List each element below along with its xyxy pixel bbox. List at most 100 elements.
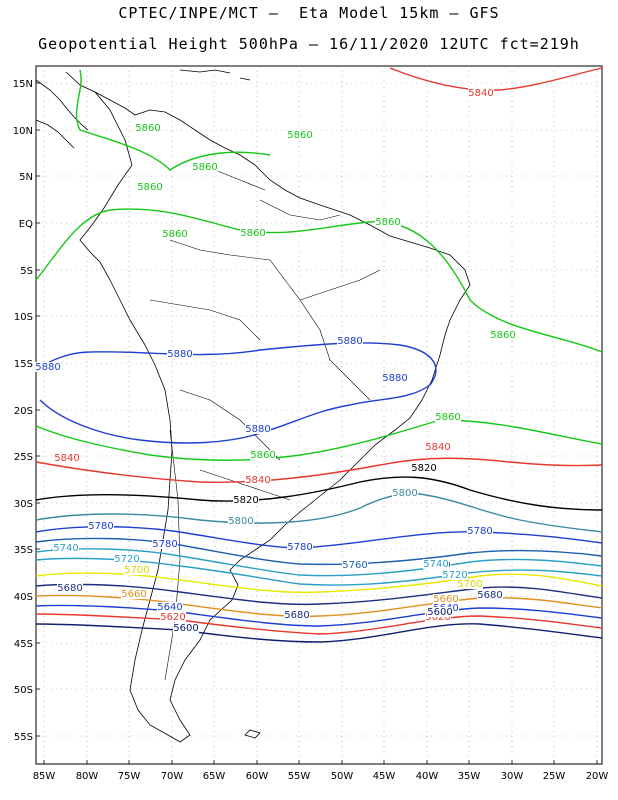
contour-label-bg: [124, 565, 150, 575]
contour-line: [75, 69, 271, 171]
lon-tick-label: 35W: [458, 771, 481, 782]
lon-tick-label: 45W: [373, 771, 396, 782]
contour-label-bg: [173, 623, 199, 633]
contour-line: [35, 537, 603, 566]
contour-label: 5880: [337, 336, 362, 347]
contour-label-bg: [411, 463, 437, 473]
lon-tick-label: 85W: [33, 771, 56, 782]
lat-tick-label: 5S: [20, 266, 33, 277]
contour-labels: 5840 5860 5860 5860 5860 5860 5860 5860 5860 5880…: [35, 88, 516, 634]
contour-label: 5860: [250, 450, 275, 461]
lon-tick-label: 40W: [416, 771, 439, 782]
lon-tick-label: 70W: [161, 771, 184, 782]
contour-label-bg: [245, 475, 271, 485]
lat-tick-label: 35S: [14, 545, 33, 556]
lat-tick-label: 5N: [19, 172, 33, 183]
contour-lines: [35, 67, 603, 643]
contour-line: [35, 208, 603, 353]
caribbean-islands: [179, 69, 251, 81]
falkland-islands: [244, 729, 261, 739]
contour-label: 5680: [477, 590, 502, 601]
contour-label-bg: [160, 612, 186, 622]
contour-label-bg: [435, 412, 461, 422]
contour-label-bg: [425, 442, 451, 452]
contour-label: 5880: [167, 349, 192, 360]
contour-label: 5860: [490, 330, 515, 341]
contour-label-bg: [287, 130, 313, 140]
contour-label-bg: [162, 229, 188, 239]
contour-label: 5860: [137, 182, 162, 193]
contour-label: 5860: [435, 412, 460, 423]
contour-label: 5860: [375, 217, 400, 228]
contour-label: 5840: [468, 88, 493, 99]
contour-label: 5620: [425, 612, 450, 623]
contour-label-bg: [490, 330, 516, 340]
contour-label: 5700: [457, 579, 482, 590]
contour-label: 5720: [114, 554, 139, 565]
central-america-coastline: [35, 79, 89, 131]
contour-label-bg: [342, 560, 368, 570]
contour-label-bg: [287, 542, 313, 552]
contour-label-bg: [467, 526, 493, 536]
contour-label-bg: [152, 539, 178, 549]
contour-label: 5780: [152, 539, 177, 550]
contour-line: [35, 583, 603, 606]
contour-label-bg: [192, 162, 218, 172]
contour-label-bg: [135, 123, 161, 133]
lat-tick-label: 25S: [14, 452, 33, 463]
contour-label: 5720: [442, 570, 467, 581]
contour-line: [35, 492, 603, 533]
lat-tick-label: 10S: [14, 312, 33, 323]
contour-label-bg: [57, 583, 83, 593]
contour-label-bg: [157, 602, 183, 612]
contour-label-bg: [468, 88, 494, 98]
lon-tick-label: 60W: [246, 771, 269, 782]
lat-tick-label: 10N: [13, 126, 33, 137]
contour-line: [389, 67, 603, 91]
contour-label: 5820: [233, 495, 258, 506]
contour-label-bg: [392, 488, 418, 498]
contour-label: 5840: [425, 442, 450, 453]
contour-label: 5740: [423, 559, 448, 570]
contour-label: 5860: [162, 229, 187, 240]
contour-label-bg: [423, 559, 449, 569]
lon-tick-label: 50W: [331, 771, 354, 782]
contour-label: 5840: [54, 453, 79, 464]
lat-tick-label: 30S: [14, 499, 33, 510]
lat-tick-label: EQ: [19, 219, 33, 230]
contour-label: 5660: [433, 594, 458, 605]
lat-tick-label: 15S: [14, 359, 33, 370]
contour-label-bg: [457, 579, 483, 589]
contour-label: 5740: [53, 543, 78, 554]
contour-label: 5700: [124, 565, 149, 576]
contour-label: 5680: [57, 583, 82, 594]
contour-label-bg: [114, 554, 140, 564]
contour-label-bg: [337, 336, 363, 346]
central-america-coastline-north: [35, 119, 75, 149]
contour-label: 5800: [228, 516, 253, 527]
lat-tick-label: 50S: [14, 685, 33, 696]
contour-label: 5780: [467, 526, 492, 537]
contour-line: [35, 342, 437, 444]
lat-tick-label: 45S: [14, 639, 33, 650]
contour-label-bg: [240, 228, 266, 238]
contour-label: 5660: [121, 589, 146, 600]
contour-line: [35, 613, 603, 635]
contour-label-bg: [382, 373, 408, 383]
contour-line: [35, 548, 603, 577]
contour-line: [35, 419, 603, 461]
lon-tick-label: 55W: [288, 771, 311, 782]
contour-label-bg: [121, 589, 147, 599]
contour-label: 5880: [35, 362, 60, 373]
contour-label: 5860: [287, 130, 312, 141]
contour-label-bg: [245, 424, 271, 434]
contour-line: [35, 457, 603, 483]
south-america-coastline: [65, 71, 471, 743]
lon-tick-label: 75W: [118, 771, 141, 782]
contour-label: 5820: [411, 463, 436, 474]
contour-label: 5860: [240, 228, 265, 239]
contour-label: 5620: [160, 612, 185, 623]
contour-label: 5780: [287, 542, 312, 553]
contour-label-bg: [233, 495, 259, 505]
